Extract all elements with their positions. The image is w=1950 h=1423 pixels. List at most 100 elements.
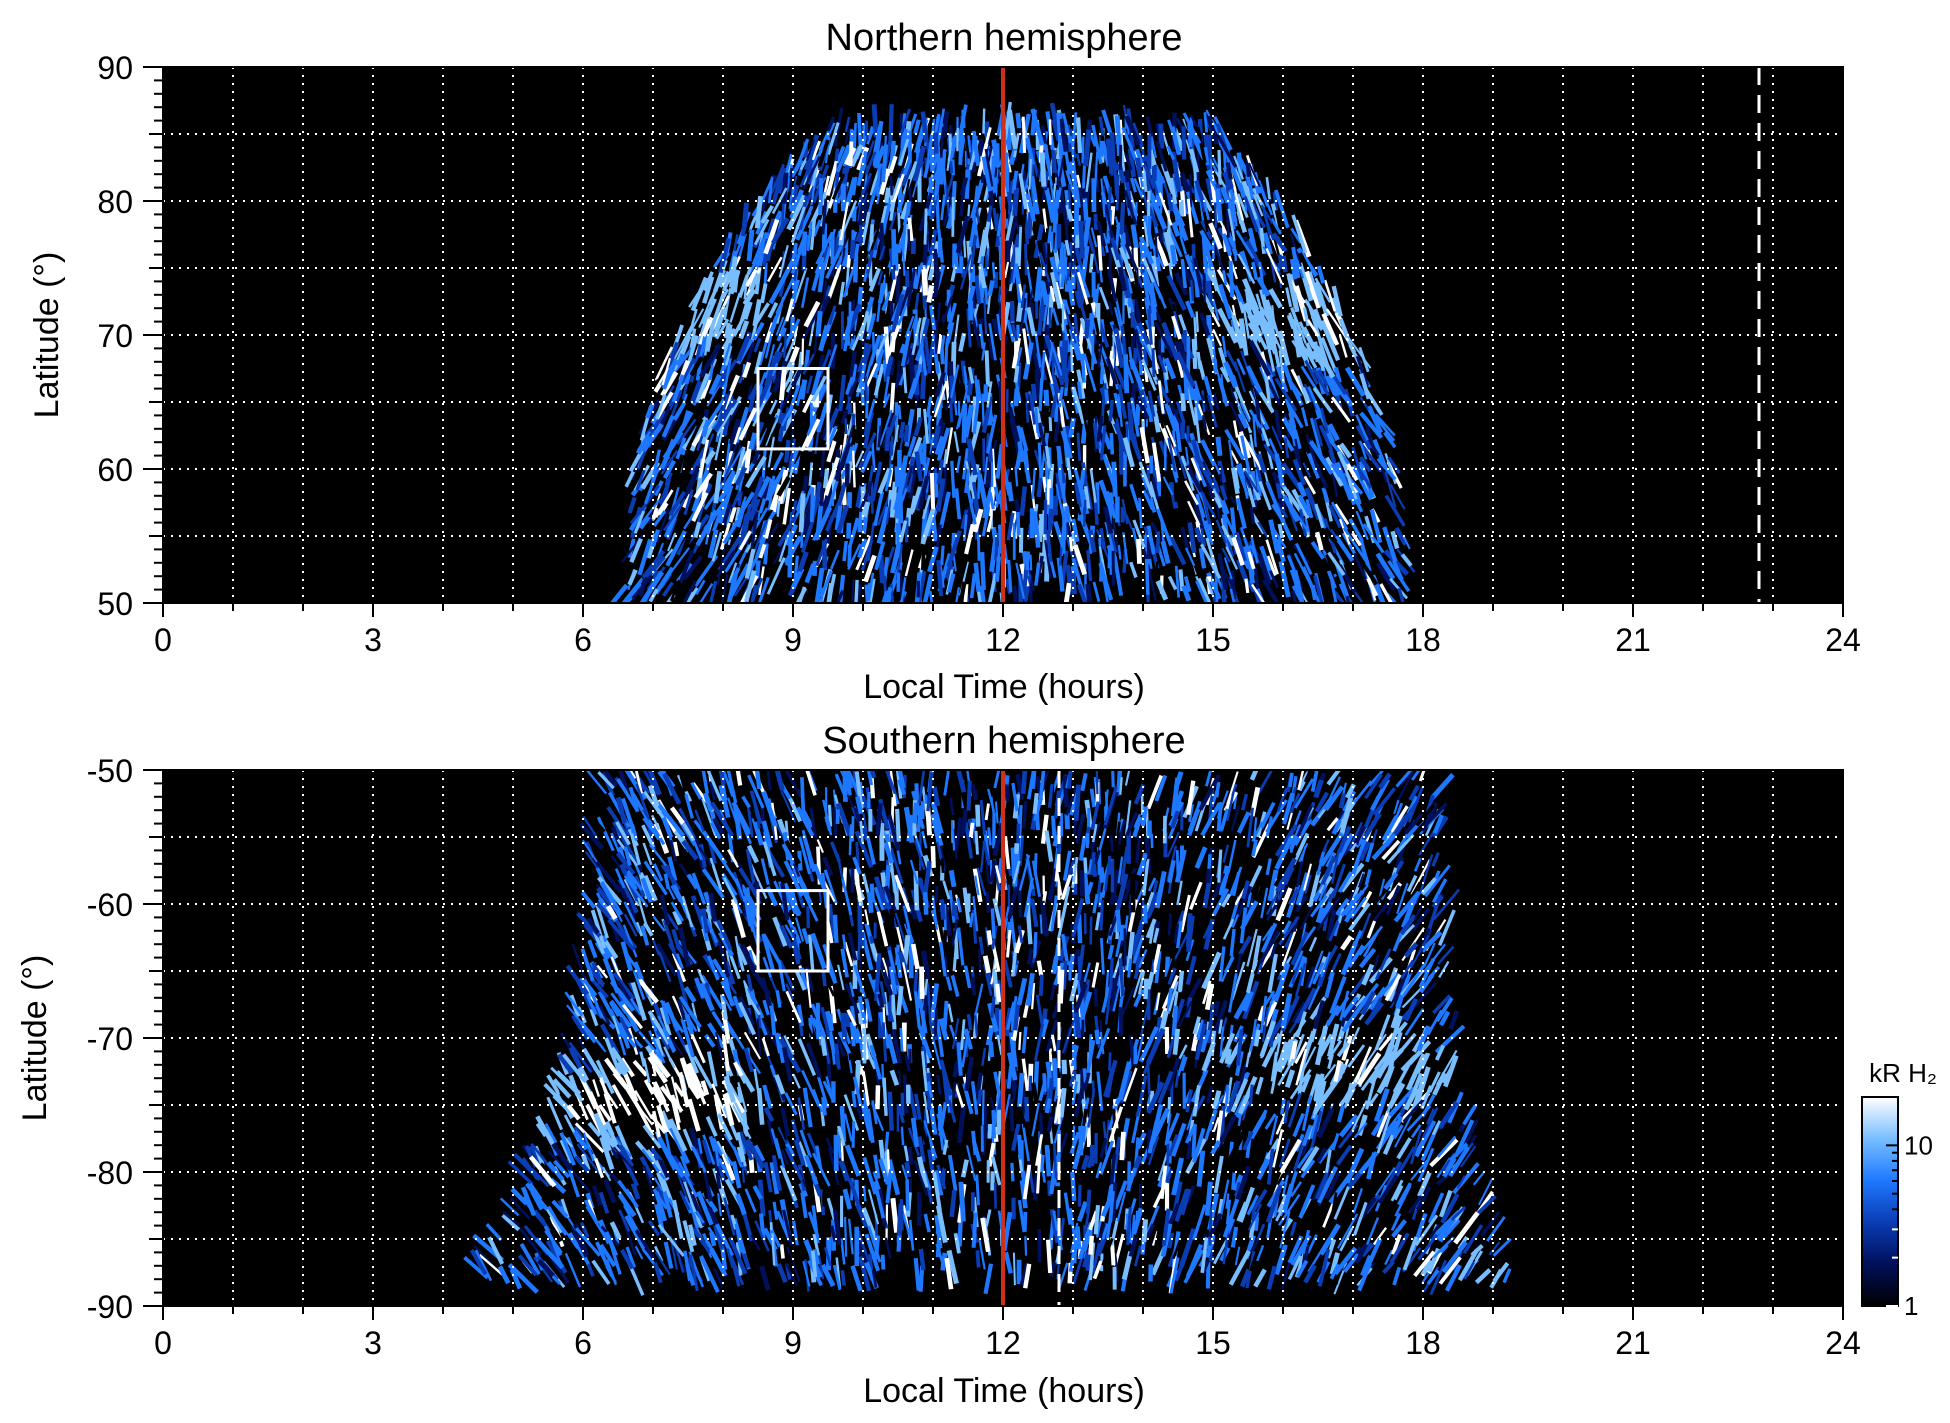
emission-streak — [1080, 245, 1090, 286]
emission-streak — [729, 292, 741, 323]
emission-streak — [1143, 396, 1154, 423]
emission-streak — [805, 139, 816, 162]
emission-streak — [850, 579, 855, 603]
emission-streak — [726, 572, 739, 603]
emission-streak — [1046, 1239, 1053, 1274]
emission-streak — [852, 243, 860, 274]
emission-streak — [1108, 399, 1114, 422]
emission-streak — [667, 532, 677, 552]
emission-streak — [1205, 578, 1214, 595]
emission-streak — [904, 1054, 911, 1072]
emission-streak — [700, 418, 717, 445]
emission-streak — [902, 367, 908, 394]
emission-streak — [780, 1149, 790, 1166]
emission-streak — [1045, 529, 1053, 562]
emission-streak — [1327, 423, 1340, 442]
emission-streak — [594, 902, 609, 939]
emission-streak — [990, 155, 997, 193]
emission-streak — [1355, 424, 1373, 450]
emission-streak — [740, 479, 746, 494]
emission-streak — [1225, 202, 1230, 238]
emission-streak — [1005, 191, 1014, 210]
emission-streak — [546, 1096, 564, 1131]
emission-streak — [959, 809, 968, 838]
emission-streak — [1091, 124, 1103, 165]
emission-streak — [760, 484, 771, 501]
emission-streak — [745, 455, 767, 489]
emission-streak — [810, 369, 822, 396]
emission-streak — [1133, 177, 1144, 199]
emission-streak — [983, 297, 988, 335]
emission-streak — [698, 582, 714, 603]
emission-streak — [825, 160, 839, 196]
emission-streak — [1109, 957, 1114, 989]
emission-streak — [815, 310, 823, 337]
emission-streak — [509, 1197, 531, 1220]
emission-streak — [664, 1001, 680, 1032]
emission-streak — [1051, 149, 1057, 173]
emission-streak — [1223, 557, 1233, 580]
emission-streak — [904, 549, 914, 577]
emission-streak — [1064, 813, 1071, 830]
emission-streak — [1003, 101, 1012, 140]
emission-streak — [1225, 546, 1239, 570]
emission-streak — [1304, 270, 1321, 309]
emission-streak — [1288, 1001, 1311, 1034]
emission-streak — [931, 569, 938, 590]
emission-streak — [1117, 266, 1128, 292]
emission-streak — [848, 229, 852, 256]
emission-streak — [598, 1004, 611, 1026]
emission-streak — [1065, 204, 1074, 222]
emission-streak — [1195, 575, 1212, 603]
emission-streak — [1249, 434, 1257, 468]
emission-streak — [898, 138, 910, 167]
emission-streak — [1155, 531, 1161, 554]
emission-streak — [1294, 1041, 1308, 1064]
emission-streak — [1249, 507, 1256, 525]
emission-streak — [1270, 1051, 1279, 1082]
emission-streak — [1303, 383, 1317, 411]
emission-streak — [933, 132, 939, 154]
emission-streak — [746, 229, 755, 262]
emission-streak — [1195, 580, 1208, 603]
emission-streak — [1292, 1112, 1306, 1138]
emission-streak — [1006, 512, 1015, 541]
emission-streak — [680, 357, 696, 385]
emission-streak — [1094, 912, 1101, 931]
emission-streak — [675, 437, 687, 460]
emission-streak — [1175, 400, 1186, 424]
emission-streak — [963, 583, 969, 603]
emission-streak — [1068, 161, 1077, 188]
emission-streak — [889, 382, 896, 413]
emission-streak — [847, 932, 858, 961]
emission-streak — [1022, 1211, 1028, 1232]
emission-streak — [857, 432, 877, 471]
emission-streak — [1321, 312, 1340, 346]
emission-streak — [790, 366, 804, 387]
emission-streak — [1030, 898, 1039, 928]
emission-streak — [811, 140, 822, 161]
emission-streak — [1242, 436, 1263, 471]
emission-streak — [752, 321, 765, 341]
emission-streak — [1342, 527, 1367, 562]
emission-streak — [984, 350, 990, 387]
emission-streak — [1384, 494, 1406, 527]
emission-streak — [916, 442, 925, 465]
emission-streak — [1004, 154, 1010, 171]
emission-streak — [771, 422, 782, 438]
emission-streak — [650, 1146, 660, 1161]
emission-streak — [890, 1197, 900, 1233]
emission-streak — [1039, 914, 1043, 934]
emission-streak — [1382, 1260, 1396, 1275]
emission-streak — [763, 1106, 775, 1123]
emission-streak — [782, 882, 799, 915]
emission-streak — [641, 824, 655, 849]
emission-streak — [719, 522, 731, 550]
emission-streak — [1007, 407, 1020, 443]
emission-streak — [1032, 1170, 1040, 1201]
emission-streak — [827, 275, 839, 299]
emission-streak — [1021, 564, 1029, 600]
emission-streak — [1081, 164, 1086, 189]
emission-streak — [1291, 318, 1302, 358]
emission-streak — [1308, 440, 1334, 475]
